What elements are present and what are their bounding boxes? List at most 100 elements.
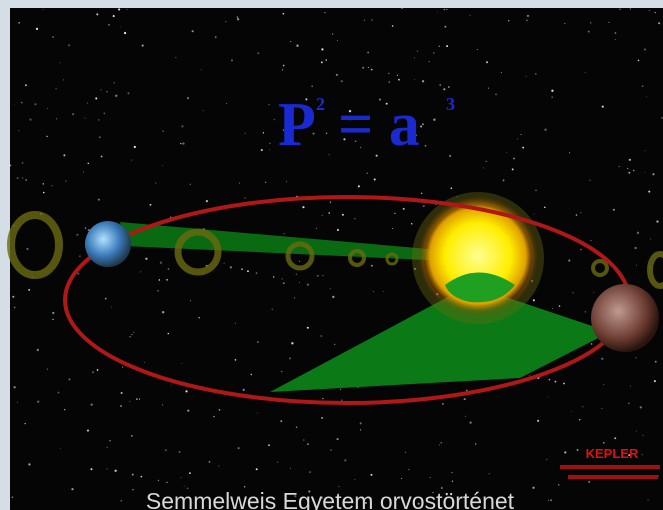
star bbox=[614, 437, 616, 439]
star bbox=[613, 209, 615, 211]
star bbox=[269, 143, 271, 145]
star bbox=[383, 291, 384, 292]
star bbox=[330, 201, 331, 202]
star bbox=[269, 150, 270, 151]
logo-line bbox=[560, 465, 660, 469]
star bbox=[422, 123, 424, 125]
star bbox=[12, 296, 14, 298]
star bbox=[554, 381, 556, 383]
star bbox=[535, 73, 536, 74]
star bbox=[336, 438, 338, 440]
star bbox=[649, 10, 650, 11]
star bbox=[257, 52, 259, 54]
star bbox=[98, 199, 100, 201]
star bbox=[51, 185, 52, 186]
star bbox=[392, 228, 393, 229]
star bbox=[309, 471, 311, 473]
star bbox=[29, 118, 31, 120]
star bbox=[628, 402, 630, 404]
star bbox=[579, 419, 580, 420]
star bbox=[601, 358, 603, 360]
star bbox=[323, 275, 324, 276]
star bbox=[342, 214, 344, 216]
star bbox=[52, 312, 54, 314]
star bbox=[91, 403, 93, 405]
star bbox=[593, 292, 594, 293]
star bbox=[470, 15, 471, 16]
star bbox=[238, 447, 240, 449]
star bbox=[159, 279, 161, 281]
star bbox=[421, 193, 422, 194]
star bbox=[628, 172, 630, 174]
star bbox=[265, 182, 266, 183]
star bbox=[571, 411, 572, 412]
star bbox=[131, 334, 132, 335]
star bbox=[340, 389, 341, 390]
star bbox=[547, 396, 548, 397]
star bbox=[585, 311, 586, 312]
star bbox=[132, 489, 133, 490]
star bbox=[344, 459, 346, 461]
star bbox=[28, 289, 30, 291]
star bbox=[423, 205, 425, 207]
star bbox=[311, 85, 313, 87]
star bbox=[422, 80, 424, 82]
star bbox=[576, 214, 577, 215]
star bbox=[568, 259, 570, 261]
star bbox=[302, 206, 304, 208]
star bbox=[322, 215, 323, 216]
star bbox=[647, 499, 648, 500]
star bbox=[580, 249, 582, 251]
star bbox=[303, 439, 305, 441]
star bbox=[25, 84, 27, 86]
star bbox=[296, 274, 297, 275]
star bbox=[469, 421, 471, 423]
star bbox=[179, 451, 181, 453]
star bbox=[231, 59, 233, 61]
star bbox=[615, 39, 616, 40]
star bbox=[389, 81, 391, 83]
star bbox=[544, 129, 546, 131]
star bbox=[548, 500, 549, 501]
star bbox=[171, 249, 172, 250]
star bbox=[527, 15, 529, 17]
star bbox=[392, 25, 394, 27]
star bbox=[371, 69, 373, 71]
star bbox=[289, 357, 291, 359]
star bbox=[537, 420, 539, 422]
star bbox=[282, 13, 284, 15]
star bbox=[603, 384, 604, 385]
star bbox=[328, 212, 330, 214]
star bbox=[256, 468, 258, 470]
star bbox=[56, 88, 57, 89]
star bbox=[206, 200, 208, 202]
star bbox=[17, 402, 18, 403]
star bbox=[124, 32, 126, 34]
star bbox=[286, 181, 287, 182]
star bbox=[465, 416, 466, 417]
star bbox=[533, 299, 535, 301]
star bbox=[72, 113, 74, 115]
star bbox=[452, 481, 453, 482]
star bbox=[321, 48, 323, 50]
star bbox=[282, 278, 283, 279]
star bbox=[184, 486, 185, 487]
star bbox=[118, 8, 120, 10]
star bbox=[338, 486, 339, 487]
star bbox=[181, 477, 182, 478]
star bbox=[332, 296, 334, 298]
star bbox=[142, 44, 144, 46]
star bbox=[429, 61, 430, 62]
star bbox=[654, 380, 656, 382]
star bbox=[464, 398, 466, 400]
logo-title: KEPLER bbox=[586, 446, 639, 461]
star bbox=[58, 392, 60, 394]
star bbox=[601, 408, 602, 409]
star bbox=[127, 92, 129, 94]
star bbox=[26, 248, 28, 250]
star bbox=[341, 80, 343, 82]
star bbox=[181, 125, 183, 127]
star bbox=[336, 74, 338, 76]
screen: P 2 = a 3 KEPLER Semmelweis Egyetem orvo… bbox=[0, 0, 663, 510]
star bbox=[526, 19, 528, 21]
